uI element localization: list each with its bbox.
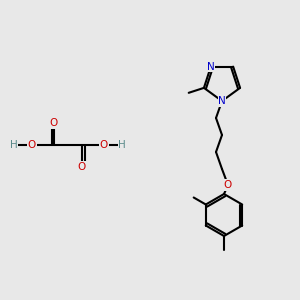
Text: N: N	[218, 96, 226, 106]
Text: O: O	[28, 140, 36, 150]
Text: H: H	[10, 140, 18, 150]
Text: O: O	[100, 140, 108, 150]
Text: H: H	[118, 140, 126, 150]
Text: N: N	[207, 61, 215, 72]
Text: O: O	[78, 162, 86, 172]
Text: O: O	[50, 118, 58, 128]
Text: O: O	[224, 180, 232, 190]
